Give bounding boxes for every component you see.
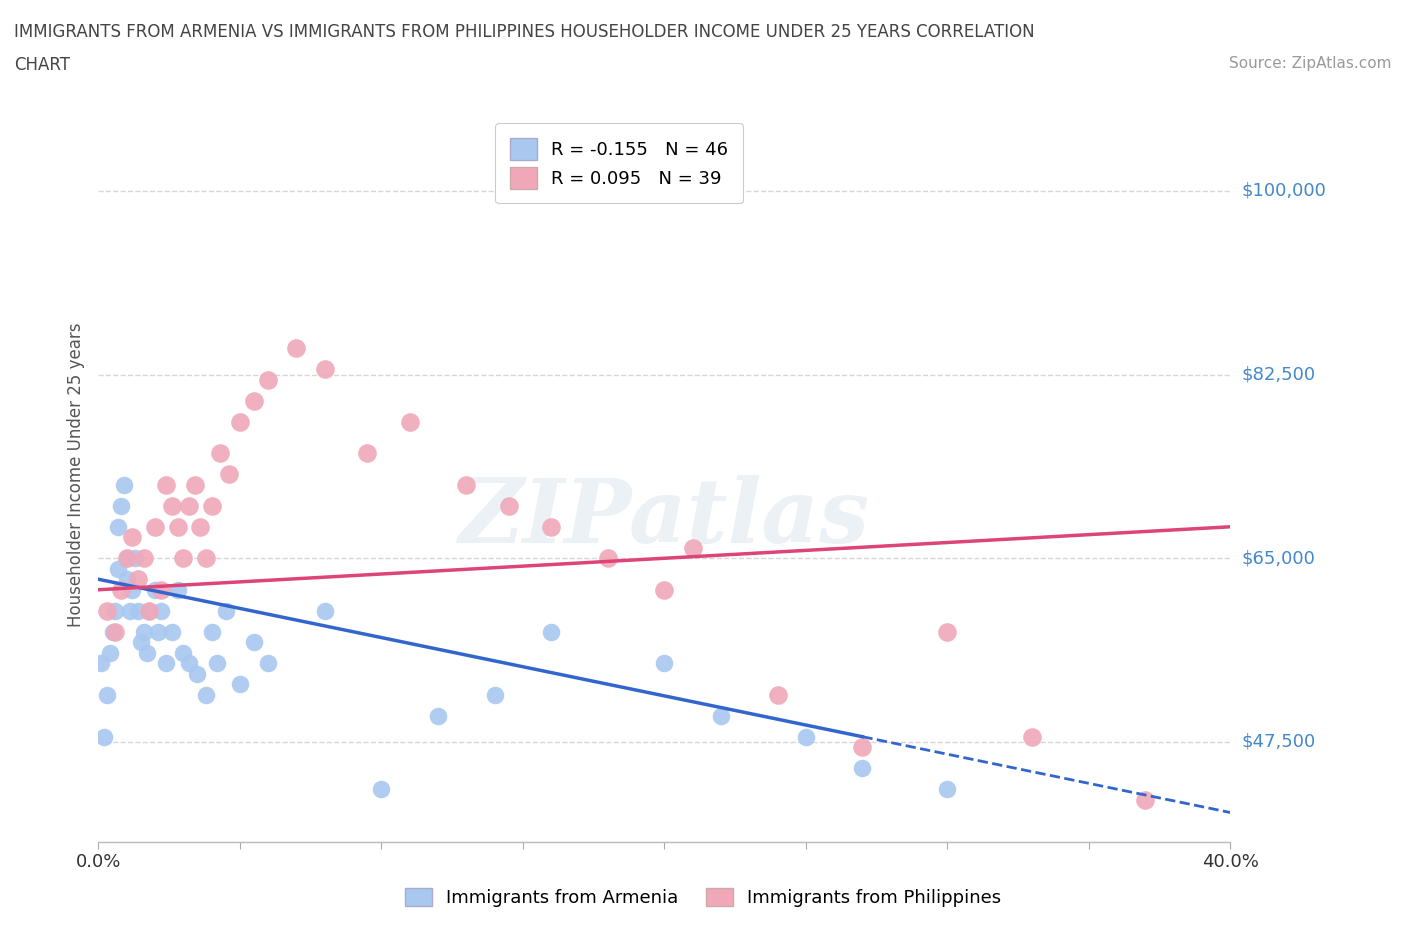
- Point: [314, 362, 336, 377]
- Point: [132, 551, 155, 565]
- Point: [936, 782, 959, 797]
- Point: [710, 709, 733, 724]
- Point: [257, 656, 280, 671]
- Point: [540, 519, 562, 534]
- Point: [146, 624, 169, 639]
- Point: [285, 341, 308, 356]
- Point: [1135, 792, 1157, 807]
- Point: [201, 498, 224, 513]
- Point: [107, 562, 129, 577]
- Point: [201, 624, 224, 639]
- Point: [129, 635, 152, 650]
- Point: [794, 729, 817, 744]
- Legend: Immigrants from Armenia, Immigrants from Philippines: Immigrants from Armenia, Immigrants from…: [395, 879, 1011, 916]
- Point: [93, 729, 115, 744]
- Point: [160, 624, 183, 639]
- Y-axis label: Householder Income Under 25 years: Householder Income Under 25 years: [66, 322, 84, 627]
- Point: [143, 519, 166, 534]
- Point: [138, 604, 160, 618]
- Point: [183, 477, 205, 492]
- Point: [107, 519, 129, 534]
- Point: [124, 551, 146, 565]
- Point: [121, 530, 143, 545]
- Point: [851, 761, 873, 776]
- Point: [143, 582, 166, 597]
- Point: [186, 666, 208, 681]
- Point: [456, 477, 478, 492]
- Point: [112, 477, 135, 492]
- Point: [498, 498, 520, 513]
- Point: [96, 604, 118, 618]
- Text: ZIPatlas: ZIPatlas: [458, 475, 870, 562]
- Point: [177, 498, 200, 513]
- Point: [121, 582, 143, 597]
- Point: [104, 604, 127, 618]
- Point: [118, 604, 141, 618]
- Point: [851, 739, 873, 754]
- Point: [427, 709, 450, 724]
- Point: [243, 635, 266, 650]
- Text: $82,500: $82,500: [1241, 365, 1316, 383]
- Point: [257, 372, 280, 387]
- Point: [115, 551, 138, 565]
- Point: [138, 604, 160, 618]
- Point: [652, 656, 676, 671]
- Legend: R = -0.155   N = 46, R = 0.095   N = 39: R = -0.155 N = 46, R = 0.095 N = 39: [495, 124, 742, 204]
- Point: [127, 604, 149, 618]
- Point: [172, 551, 194, 565]
- Point: [370, 782, 392, 797]
- Point: [127, 572, 149, 587]
- Point: [209, 445, 232, 460]
- Point: [766, 687, 789, 702]
- Point: [135, 645, 157, 660]
- Point: [243, 393, 266, 408]
- Point: [188, 519, 211, 534]
- Point: [155, 656, 177, 671]
- Text: IMMIGRANTS FROM ARMENIA VS IMMIGRANTS FROM PHILIPPINES HOUSEHOLDER INCOME UNDER : IMMIGRANTS FROM ARMENIA VS IMMIGRANTS FR…: [14, 23, 1035, 41]
- Point: [160, 498, 183, 513]
- Point: [207, 656, 229, 671]
- Point: [110, 498, 132, 513]
- Point: [540, 624, 562, 639]
- Point: [936, 624, 959, 639]
- Point: [194, 687, 217, 702]
- Point: [1021, 729, 1043, 744]
- Point: [398, 415, 420, 430]
- Point: [98, 645, 121, 660]
- Point: [652, 582, 676, 597]
- Point: [177, 656, 200, 671]
- Point: [314, 604, 336, 618]
- Point: [104, 624, 127, 639]
- Point: [682, 540, 704, 555]
- Point: [155, 477, 177, 492]
- Point: [115, 572, 138, 587]
- Point: [101, 624, 124, 639]
- Text: $100,000: $100,000: [1241, 182, 1326, 200]
- Text: Source: ZipAtlas.com: Source: ZipAtlas.com: [1229, 56, 1392, 71]
- Point: [194, 551, 217, 565]
- Point: [596, 551, 619, 565]
- Point: [166, 519, 188, 534]
- Point: [172, 645, 194, 660]
- Point: [229, 415, 252, 430]
- Point: [132, 624, 155, 639]
- Point: [115, 551, 138, 565]
- Point: [166, 582, 188, 597]
- Point: [149, 582, 172, 597]
- Point: [229, 677, 252, 692]
- Point: [356, 445, 378, 460]
- Text: CHART: CHART: [14, 56, 70, 73]
- Text: $65,000: $65,000: [1241, 550, 1315, 567]
- Point: [149, 604, 172, 618]
- Point: [90, 656, 112, 671]
- Text: $47,500: $47,500: [1241, 733, 1316, 751]
- Point: [215, 604, 238, 618]
- Point: [218, 467, 240, 482]
- Point: [484, 687, 506, 702]
- Point: [110, 582, 132, 597]
- Point: [96, 687, 118, 702]
